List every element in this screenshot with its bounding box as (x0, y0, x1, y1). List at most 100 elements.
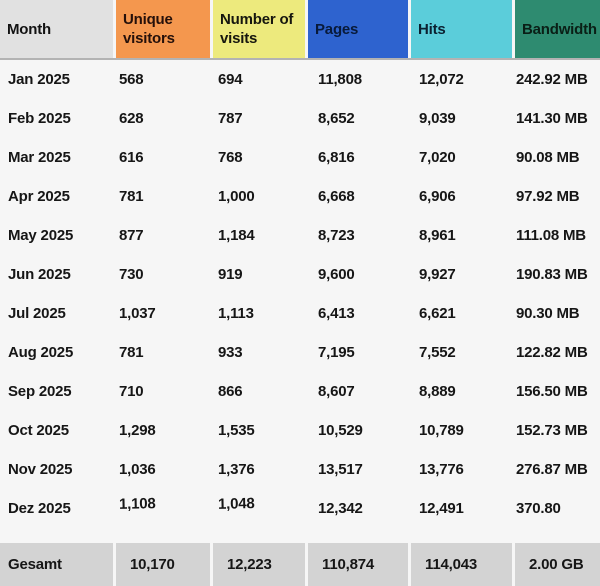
pages-cell: 13,517 (318, 461, 363, 478)
number-of-visits-cell: 787 (218, 110, 243, 127)
pages-cell: 11,808 (318, 71, 362, 88)
bandwidth-cell: 370.80 (516, 500, 561, 517)
number-of-visits-cell: 1,376 (218, 461, 255, 478)
column-header-month: Month (0, 0, 113, 58)
table-row: Nov 2025 1,036 1,376 13,517 13,776 276.8… (0, 450, 600, 489)
month-cell: Sep 2025 (8, 383, 72, 400)
total-bandwidth-cell: 2.00 GB (515, 543, 600, 586)
number-of-visits-cell: 866 (218, 383, 243, 400)
pages-cell: 6,413 (318, 305, 355, 322)
pages-cell: 9,600 (318, 266, 355, 283)
pages-cell: 7,195 (318, 344, 355, 361)
total-row: Gesamt 10,170 12,223 110,874 114,043 2.0… (0, 543, 600, 586)
unique-visitors-cell: 710 (119, 383, 144, 400)
hits-cell: 7,552 (419, 344, 456, 361)
pages-cell: 8,607 (318, 383, 355, 400)
month-cell: Jan 2025 (8, 71, 70, 88)
hits-cell: 8,889 (419, 383, 456, 400)
column-header-hits: Hits (411, 0, 512, 58)
bandwidth-cell: 90.08 MB (516, 149, 580, 166)
bandwidth-cell: 276.87 MB (516, 461, 588, 478)
pages-cell: 10,529 (318, 422, 363, 439)
total-hits-cell: 114,043 (411, 543, 512, 586)
column-header-number-of-visits: Number of visits (213, 0, 305, 58)
hits-cell: 13,776 (419, 461, 464, 478)
total-label-cell: Gesamt (0, 543, 113, 586)
hits-cell: 12,491 (419, 500, 464, 517)
pages-cell: 12,342 (318, 500, 363, 517)
total-unique-visitors-cell: 10,170 (116, 543, 210, 586)
number-of-visits-cell: 694 (218, 71, 243, 88)
unique-visitors-cell: 877 (119, 227, 144, 244)
unique-visitors-cell: 568 (119, 71, 144, 88)
total-number-of-visits-cell: 12,223 (213, 543, 305, 586)
table-row: Jan 2025 568 694 11,808 12,072 242.92 MB (0, 60, 600, 99)
month-cell: Aug 2025 (8, 344, 74, 361)
table-row: Feb 2025 628 787 8,652 9,039 141.30 MB (0, 99, 600, 138)
table-body: Jan 2025 568 694 11,808 12,072 242.92 MB… (0, 60, 600, 528)
hits-cell: 6,906 (419, 188, 456, 205)
month-cell: Dez 2025 (8, 500, 71, 517)
pages-cell: 6,816 (318, 149, 355, 166)
pages-cell: 8,723 (318, 227, 355, 244)
hits-cell: 12,072 (419, 71, 464, 88)
hits-cell: 9,927 (419, 266, 456, 283)
table-row: Mar 2025 616 768 6,816 7,020 90.08 MB (0, 138, 600, 177)
number-of-visits-cell: 1,535 (218, 422, 255, 439)
bandwidth-cell: 152.73 MB (516, 422, 588, 439)
total-pages-cell: 110,874 (308, 543, 408, 586)
bandwidth-cell: 242.92 MB (516, 71, 588, 88)
unique-visitors-cell: 730 (119, 266, 144, 283)
unique-visitors-cell: 1,037 (119, 305, 156, 322)
table-row: Apr 2025 781 1,000 6,668 6,906 97.92 MB (0, 177, 600, 216)
month-cell: Nov 2025 (8, 461, 73, 478)
table-header: Month Unique visitors Number of visits P… (0, 0, 600, 60)
hits-cell: 6,621 (419, 305, 456, 322)
unique-visitors-cell: 1,108 (118, 495, 156, 513)
bandwidth-cell: 190.83 MB (516, 266, 588, 283)
month-cell: Apr 2025 (8, 188, 70, 205)
table-row: Sep 2025 710 866 8,607 8,889 156.50 MB (0, 372, 600, 411)
unique-visitors-cell: 781 (119, 344, 144, 361)
number-of-visits-cell: 1,048 (217, 495, 255, 513)
bandwidth-cell: 97.92 MB (516, 188, 580, 205)
unique-visitors-cell: 616 (119, 149, 144, 166)
unique-visitors-cell: 1,298 (119, 422, 156, 439)
month-cell: Mar 2025 (8, 149, 71, 166)
number-of-visits-cell: 1,184 (218, 227, 255, 244)
unique-visitors-cell: 1,036 (119, 461, 156, 478)
month-cell: Feb 2025 (8, 110, 71, 127)
table-row: Jun 2025 730 919 9,600 9,927 190.83 MB (0, 255, 600, 294)
bandwidth-cell: 111.08 MB (516, 227, 586, 244)
month-cell: Jun 2025 (8, 266, 71, 283)
table-row: May 2025 877 1,184 8,723 8,961 111.08 MB (0, 216, 600, 255)
hits-cell: 9,039 (419, 110, 456, 127)
table-row: Oct 2025 1,298 1,535 10,529 10,789 152.7… (0, 411, 600, 450)
number-of-visits-cell: 1,113 (218, 305, 254, 322)
column-header-pages: Pages (308, 0, 408, 58)
unique-visitors-cell: 628 (119, 110, 144, 127)
number-of-visits-cell: 768 (218, 149, 243, 166)
column-header-unique-visitors: Unique visitors (116, 0, 210, 58)
column-header-bandwidth: Bandwidth (515, 0, 600, 58)
month-cell: May 2025 (8, 227, 74, 244)
number-of-visits-cell: 919 (218, 266, 243, 283)
month-cell: Oct 2025 (8, 422, 69, 439)
pages-cell: 6,668 (318, 188, 355, 205)
table-row: Dez 2025 1,108 1,048 12,342 12,491 370.8… (0, 489, 600, 528)
bandwidth-cell: 122.82 MB (516, 344, 588, 361)
unique-visitors-cell: 781 (119, 188, 144, 205)
bandwidth-cell: 90.30 MB (516, 305, 580, 322)
pages-cell: 8,652 (318, 110, 355, 127)
table-row: Jul 2025 1,037 1,113 6,413 6,621 90.30 M… (0, 294, 600, 333)
hits-cell: 7,020 (419, 149, 456, 166)
table-row: Aug 2025 781 933 7,195 7,552 122.82 MB (0, 333, 600, 372)
bandwidth-cell: 141.30 MB (516, 110, 588, 127)
number-of-visits-cell: 1,000 (218, 188, 255, 205)
hits-cell: 8,961 (419, 227, 456, 244)
month-cell: Jul 2025 (8, 305, 66, 322)
hits-cell: 10,789 (419, 422, 464, 439)
number-of-visits-cell: 933 (218, 344, 243, 361)
bandwidth-cell: 156.50 MB (516, 383, 588, 400)
